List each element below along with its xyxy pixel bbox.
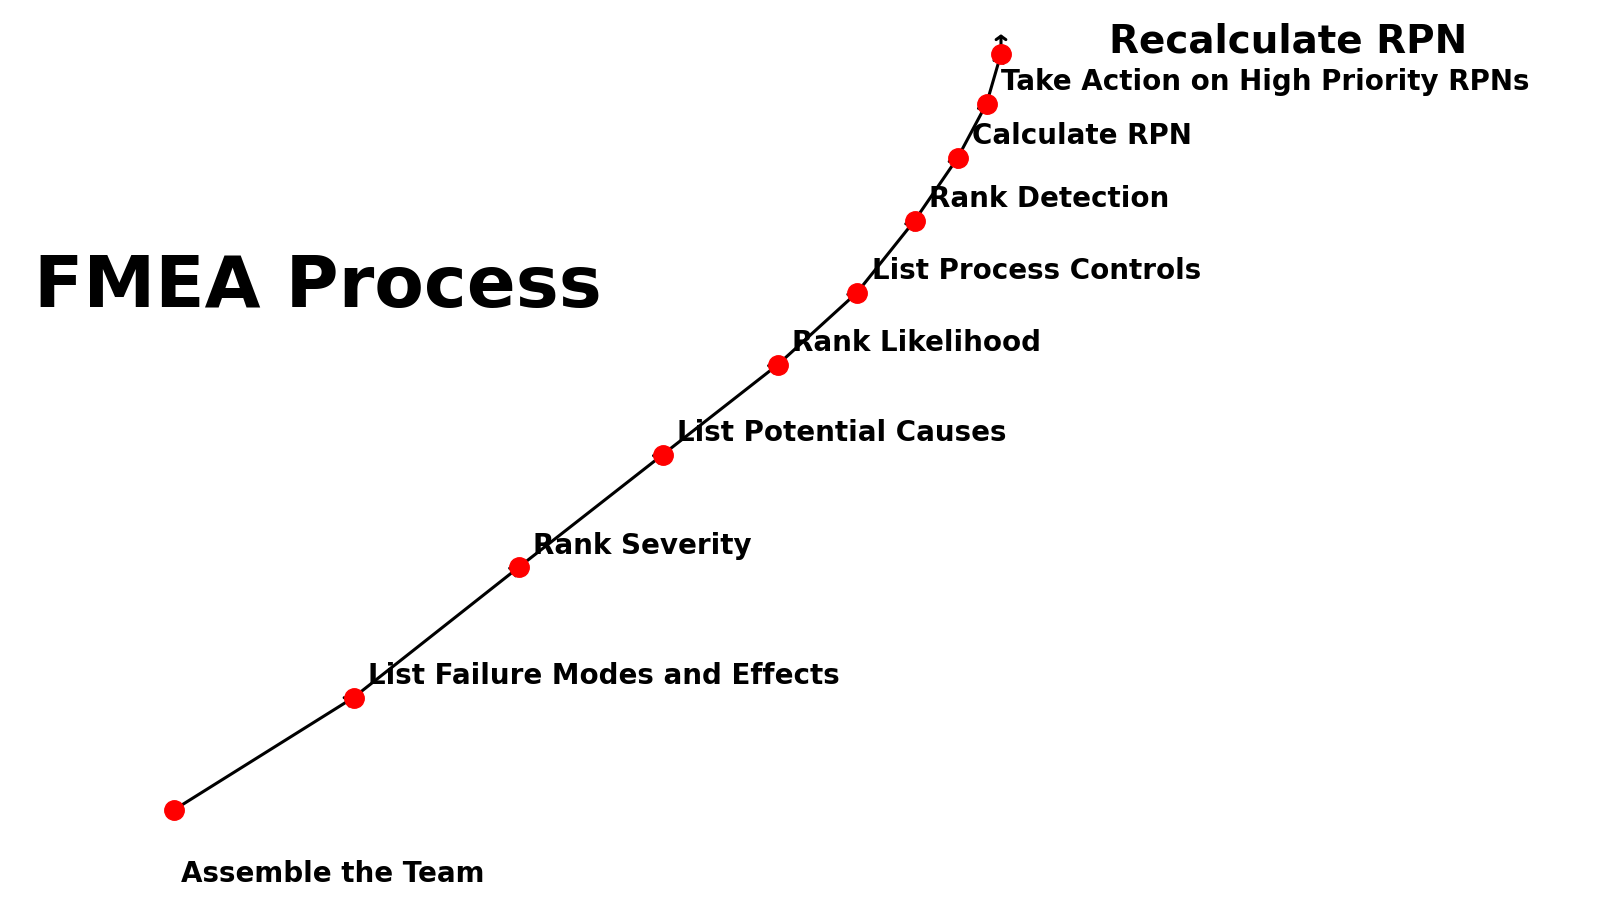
Text: FMEA Process: FMEA Process: [34, 254, 602, 322]
Text: Take Action on High Priority RPNs: Take Action on High Priority RPNs: [1002, 68, 1530, 96]
Text: List Process Controls: List Process Controls: [872, 257, 1200, 285]
Text: Recalculate RPN: Recalculate RPN: [1109, 22, 1467, 60]
Text: List Potential Causes: List Potential Causes: [677, 419, 1006, 447]
Text: Calculate RPN: Calculate RPN: [973, 122, 1192, 150]
Text: Assemble the Team: Assemble the Team: [181, 860, 485, 887]
Text: Rank Detection: Rank Detection: [930, 185, 1170, 213]
Text: List Failure Modes and Effects: List Failure Modes and Effects: [368, 662, 840, 690]
Text: Rank Severity: Rank Severity: [533, 532, 752, 560]
Text: Rank Likelihood: Rank Likelihood: [792, 329, 1042, 357]
